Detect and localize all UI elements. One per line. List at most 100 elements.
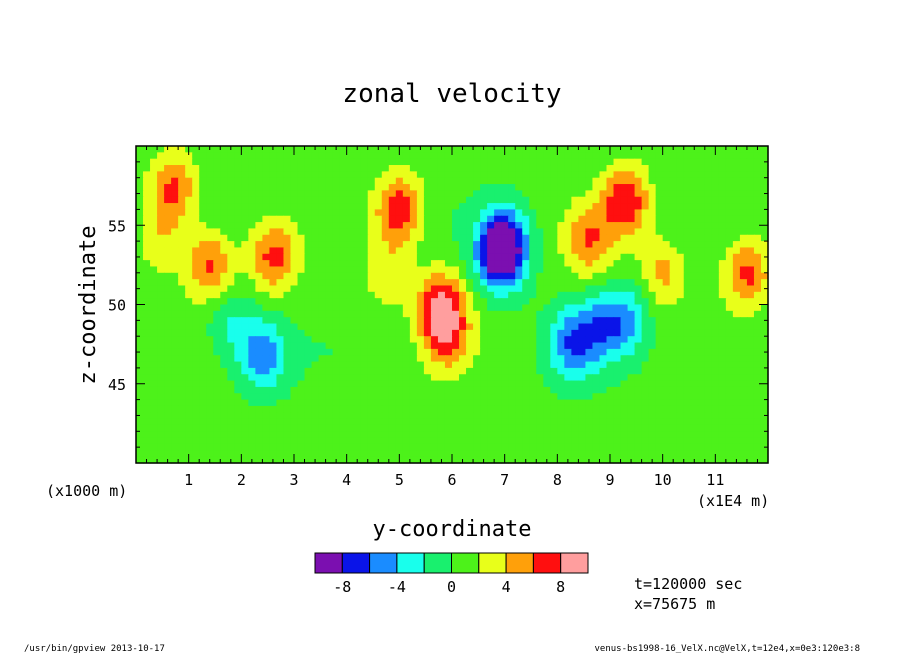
heatmap-cell bbox=[297, 241, 306, 249]
heatmap-cell bbox=[522, 405, 530, 413]
heatmap-cell bbox=[529, 196, 537, 204]
heatmap-cell bbox=[255, 443, 263, 451]
heatmap-cell bbox=[192, 215, 200, 223]
heatmap-cell bbox=[381, 361, 390, 369]
plot-area bbox=[136, 146, 769, 464]
heatmap-cell bbox=[641, 260, 650, 268]
heatmap-cell bbox=[367, 329, 376, 337]
heatmap-cell bbox=[276, 310, 285, 318]
heatmap-cell bbox=[627, 450, 636, 458]
heatmap-cell bbox=[402, 203, 411, 210]
heatmap-cell bbox=[564, 209, 572, 217]
heatmap-cell bbox=[374, 260, 383, 268]
heatmap-cell bbox=[297, 405, 306, 413]
heatmap-cell bbox=[185, 298, 193, 306]
heatmap-cell bbox=[437, 184, 446, 191]
heatmap-cell bbox=[332, 190, 341, 198]
heatmap-cell bbox=[360, 418, 369, 426]
heatmap-cell bbox=[311, 203, 320, 210]
heatmap-cell bbox=[283, 380, 292, 388]
heatmap-cell bbox=[136, 165, 144, 172]
heatmap-cell bbox=[290, 450, 299, 458]
heatmap-cell bbox=[536, 152, 544, 160]
heatmap-cell bbox=[452, 424, 460, 432]
heatmap-cell bbox=[459, 215, 467, 223]
heatmap-cell bbox=[437, 304, 446, 312]
heatmap-cell bbox=[508, 424, 516, 432]
heatmap-cell bbox=[150, 241, 158, 249]
heatmap-cell bbox=[627, 260, 636, 268]
heatmap-cell bbox=[150, 456, 158, 464]
heatmap-cell bbox=[430, 209, 439, 217]
heatmap-cell bbox=[739, 146, 748, 153]
heatmap-cell bbox=[571, 196, 579, 204]
heatmap-cell bbox=[430, 184, 439, 191]
heatmap-cell bbox=[199, 386, 207, 394]
heatmap-cell bbox=[515, 380, 523, 388]
heatmap-cell bbox=[683, 431, 692, 439]
heatmap-cell bbox=[704, 184, 713, 191]
heatmap-cell bbox=[669, 247, 678, 255]
heatmap-cell bbox=[648, 405, 657, 413]
heatmap-cell bbox=[711, 272, 720, 280]
heatmap-cell bbox=[339, 222, 348, 230]
heatmap-cell bbox=[318, 171, 327, 179]
heatmap-cell bbox=[262, 355, 271, 363]
heatmap-cell bbox=[339, 171, 348, 179]
heatmap-cell bbox=[325, 418, 334, 426]
heatmap-cell bbox=[459, 437, 467, 445]
heatmap-cell bbox=[430, 386, 439, 394]
heatmap-cell bbox=[606, 424, 615, 432]
heatmap-cell bbox=[220, 266, 228, 274]
heatmap-cell bbox=[760, 266, 769, 274]
heatmap-cell bbox=[557, 298, 565, 306]
heatmap-cell bbox=[466, 393, 474, 401]
heatmap-cell bbox=[297, 266, 306, 274]
heatmap-cell bbox=[367, 209, 376, 217]
heatmap-cell bbox=[318, 158, 327, 166]
heatmap-cell bbox=[655, 234, 664, 242]
heatmap-cell bbox=[164, 405, 172, 413]
heatmap-cell bbox=[662, 355, 671, 363]
heatmap-cell bbox=[669, 361, 678, 369]
heatmap-cell bbox=[606, 386, 615, 394]
heatmap-cell bbox=[501, 405, 509, 413]
heatmap-cell bbox=[760, 171, 769, 179]
heatmap-cell bbox=[430, 247, 439, 255]
x-tick-label: 7 bbox=[500, 471, 509, 489]
heatmap-cell bbox=[185, 399, 193, 407]
heatmap-cell bbox=[641, 418, 650, 426]
heatmap-cell bbox=[255, 298, 263, 306]
heatmap-cell bbox=[746, 279, 755, 287]
heatmap-cell bbox=[578, 253, 587, 261]
heatmap-cell bbox=[304, 361, 313, 369]
heatmap-cell bbox=[494, 272, 502, 280]
heatmap-cell bbox=[452, 190, 460, 198]
heatmap-cell bbox=[669, 228, 678, 236]
heatmap-cell bbox=[746, 317, 755, 325]
heatmap-cell bbox=[206, 222, 214, 230]
heatmap-cell bbox=[466, 184, 474, 191]
heatmap-cell bbox=[283, 456, 292, 464]
heatmap-cell bbox=[199, 418, 207, 426]
heatmap-cell bbox=[248, 272, 256, 280]
heatmap-cell bbox=[430, 279, 439, 287]
heatmap-cell bbox=[487, 291, 495, 299]
heatmap-cell bbox=[704, 222, 713, 230]
heatmap-cell bbox=[613, 304, 622, 312]
heatmap-cell bbox=[676, 317, 685, 325]
heatmap-cell bbox=[662, 336, 671, 344]
heatmap-cell bbox=[283, 260, 292, 268]
heatmap-cell bbox=[627, 374, 636, 382]
heatmap-cell bbox=[395, 399, 404, 407]
heatmap-cell bbox=[466, 456, 474, 464]
heatmap-cell bbox=[606, 298, 615, 306]
heatmap-cell bbox=[732, 196, 741, 204]
heatmap-cell bbox=[185, 367, 193, 375]
heatmap-cell bbox=[430, 298, 439, 306]
heatmap-cell bbox=[444, 336, 453, 344]
heatmap-cell bbox=[234, 443, 242, 451]
heatmap-cell bbox=[234, 374, 242, 382]
heatmap-cell bbox=[192, 355, 200, 363]
heatmap-cell bbox=[501, 317, 509, 325]
